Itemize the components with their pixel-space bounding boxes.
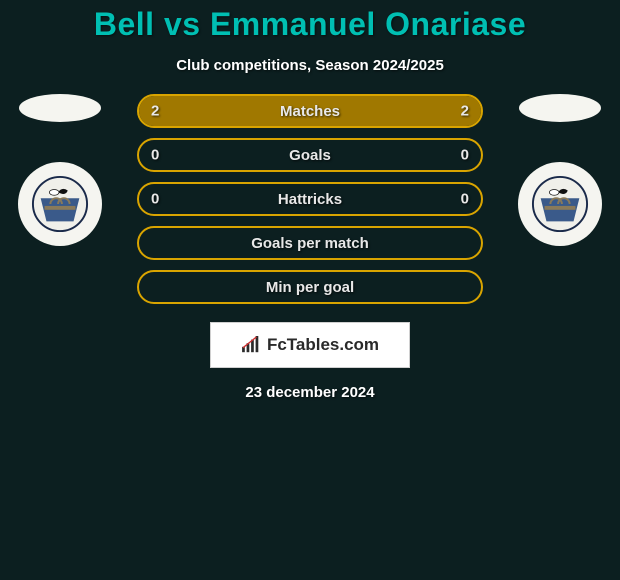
brand-text: FcTables.com xyxy=(267,335,379,355)
stat-value-left: 2 xyxy=(151,103,159,120)
stat-value-right: 2 xyxy=(461,103,469,120)
player-left-club-crest xyxy=(18,162,102,246)
stat-row: 2 2 Matches xyxy=(137,94,483,128)
player-right-photo-placeholder xyxy=(519,94,601,122)
stat-label: Hattricks xyxy=(278,191,342,208)
stat-label: Matches xyxy=(280,103,340,120)
stats-list: 2 2 Matches 0 0 Goals 0 0 Hattricks Goals per mat… xyxy=(137,94,483,304)
stat-row: 0 0 Goals xyxy=(137,138,483,172)
main-comparison: 2 2 Matches 0 0 Goals 0 0 Hattricks Goals per mat… xyxy=(0,94,620,401)
player-left-photo-placeholder xyxy=(19,94,101,122)
club-crest-icon xyxy=(531,175,589,233)
page-subtitle: Club competitions, Season 2024/2025 xyxy=(0,57,620,74)
club-crest-icon xyxy=(31,175,89,233)
footer-date: 23 december 2024 xyxy=(0,384,620,401)
bar-chart-icon xyxy=(241,336,263,354)
brand-watermark: FcTables.com xyxy=(210,322,410,368)
stat-row: Goals per match xyxy=(137,226,483,260)
header: Bell vs Emmanuel Onariase Club competiti… xyxy=(0,0,620,74)
stat-label: Goals per match xyxy=(251,235,369,252)
page-title: Bell vs Emmanuel Onariase xyxy=(0,6,620,43)
player-right-club-crest xyxy=(518,162,602,246)
stat-row: 0 0 Hattricks xyxy=(137,182,483,216)
player-left-column xyxy=(10,94,110,246)
stat-row: Min per goal xyxy=(137,270,483,304)
stat-label: Min per goal xyxy=(266,279,354,296)
stat-value-right: 0 xyxy=(461,191,469,208)
stat-value-left: 0 xyxy=(151,147,159,164)
stat-value-right: 0 xyxy=(461,147,469,164)
stat-label: Goals xyxy=(289,147,331,164)
player-right-column xyxy=(510,94,610,246)
stat-value-left: 0 xyxy=(151,191,159,208)
